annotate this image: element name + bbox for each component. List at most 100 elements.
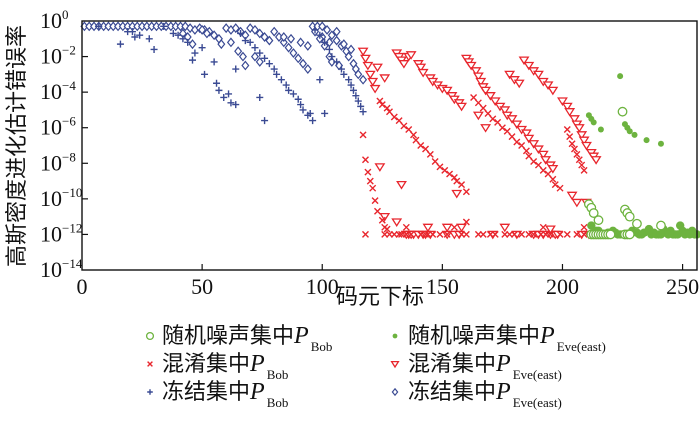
data-point	[349, 86, 357, 94]
data-point	[250, 51, 259, 62]
data-point	[530, 230, 538, 238]
data-point	[311, 26, 319, 34]
legend-item: 冻结集中P Bob	[147, 379, 288, 410]
data-point	[563, 125, 571, 133]
data-point	[260, 32, 269, 42]
plot-area	[80, 21, 700, 240]
data-point	[479, 104, 487, 112]
data-point	[521, 129, 532, 139]
data-point	[456, 223, 467, 233]
data-point	[580, 230, 588, 238]
data-point	[296, 37, 305, 48]
data-point	[429, 230, 437, 238]
data-point	[588, 208, 599, 218]
legend-marker-x	[147, 361, 153, 367]
legend-item: 混淆集中P Eve(east)	[390, 351, 562, 382]
data-point	[371, 197, 379, 205]
series-plus	[95, 22, 367, 125]
data-point	[412, 136, 420, 144]
data-point	[451, 189, 463, 199]
data-point	[581, 141, 592, 151]
data-point	[286, 33, 296, 44]
data-point	[400, 122, 408, 130]
data-point	[270, 26, 279, 37]
data-point	[396, 180, 407, 190]
data-point	[563, 230, 571, 238]
data-point	[513, 79, 525, 89]
x-tick-label: 50	[191, 274, 213, 299]
data-point	[530, 158, 538, 166]
data-point	[359, 108, 367, 116]
data-point	[213, 79, 221, 87]
legend-item: 随机噪声集中P Eve(east)	[392, 323, 606, 354]
data-point	[179, 35, 187, 43]
data-point	[321, 38, 329, 46]
data-point	[246, 38, 254, 46]
data-point	[279, 37, 288, 48]
data-point	[465, 61, 477, 71]
data-point	[544, 170, 552, 178]
data-point	[369, 184, 377, 192]
data-point	[617, 73, 624, 80]
data-point	[321, 109, 329, 117]
data-point	[362, 61, 374, 71]
data-point	[261, 54, 269, 62]
data-point	[475, 77, 487, 87]
data-point	[367, 77, 379, 87]
data-point	[372, 63, 383, 73]
legend-label: 混淆集中P Bob	[162, 351, 288, 382]
data-point	[578, 161, 586, 169]
data-point	[395, 230, 403, 238]
data-point	[587, 221, 596, 230]
data-point	[462, 218, 470, 226]
data-point	[685, 230, 694, 239]
data-point	[256, 49, 264, 57]
data-point	[547, 164, 559, 174]
data-point	[265, 60, 273, 68]
data-point	[366, 177, 374, 185]
data-point	[571, 198, 583, 208]
data-point	[184, 38, 192, 46]
data-point	[472, 111, 484, 121]
data-point	[436, 230, 444, 238]
data-point	[289, 90, 297, 98]
data-point	[534, 161, 542, 169]
data-point	[518, 56, 530, 66]
data-point	[136, 31, 144, 39]
data-point	[523, 134, 535, 144]
data-point	[484, 92, 496, 101]
data-point	[241, 37, 249, 45]
data-point	[303, 64, 312, 74]
x-tick-label: 0	[77, 274, 88, 299]
data-point	[569, 115, 580, 124]
data-point	[504, 70, 516, 80]
data-point	[357, 47, 369, 57]
data-point	[333, 58, 341, 66]
data-point	[169, 29, 177, 37]
data-point	[498, 124, 506, 132]
series-open-triangle-down	[357, 47, 602, 240]
data-point	[320, 40, 329, 51]
data-point	[573, 124, 585, 133]
plot-frame	[81, 20, 698, 271]
data-point	[128, 28, 136, 36]
data-point	[402, 223, 410, 231]
data-point	[446, 170, 454, 178]
data-point	[643, 137, 650, 144]
data-point	[556, 184, 564, 192]
data-point	[303, 40, 312, 51]
data-point	[234, 46, 243, 57]
data-point	[539, 166, 547, 174]
data-point	[309, 117, 317, 125]
x-tick-label: 250	[666, 274, 699, 299]
data-point	[624, 211, 635, 222]
data-point	[344, 51, 353, 62]
data-point	[470, 67, 482, 76]
data-point	[450, 223, 458, 231]
data-point	[441, 223, 453, 233]
data-point	[656, 220, 666, 231]
data-point	[270, 65, 278, 73]
data-point	[238, 51, 247, 62]
data-point	[359, 131, 367, 139]
